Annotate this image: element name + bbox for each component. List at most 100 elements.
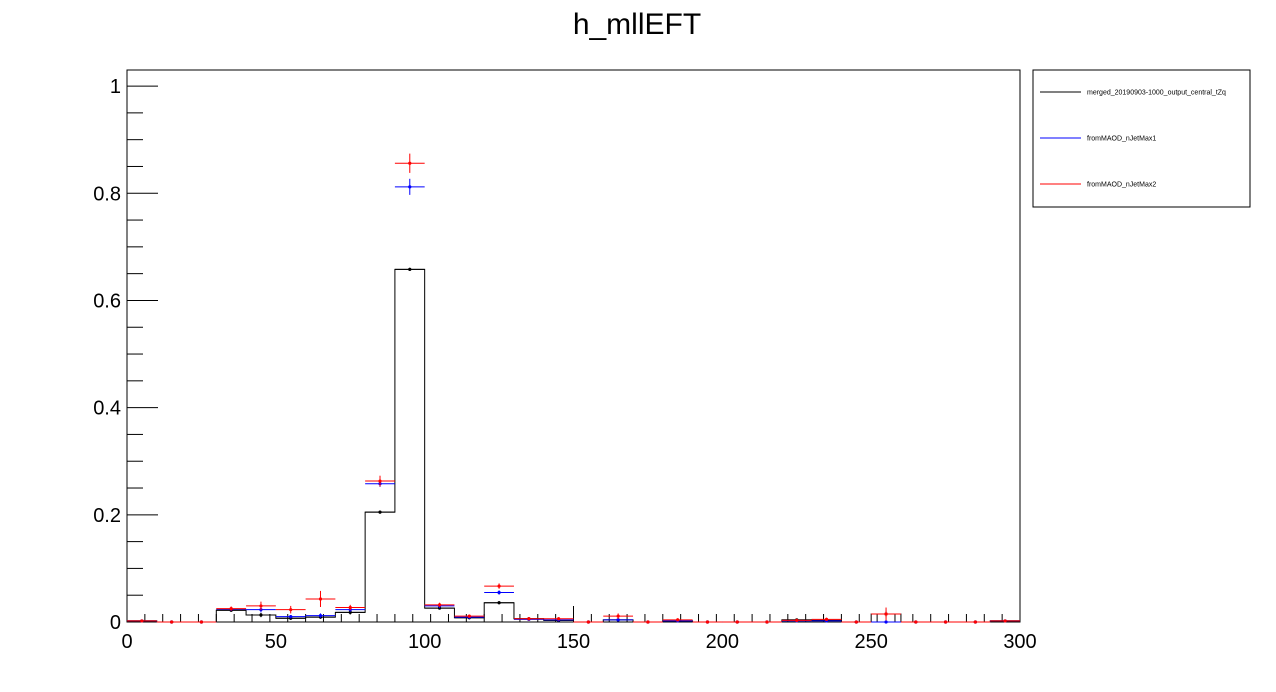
point-marker <box>795 618 799 622</box>
point-marker <box>467 614 471 618</box>
data-point <box>275 615 306 619</box>
x-tick-label: 250 <box>854 631 887 653</box>
point-marker <box>289 615 293 619</box>
point-marker <box>348 605 352 610</box>
point-marker <box>348 610 352 614</box>
series-3 <box>127 153 1020 624</box>
y-tick-label: 0.4 <box>93 398 121 420</box>
data-point <box>573 620 604 624</box>
point-marker <box>289 608 293 612</box>
point-marker <box>378 479 382 483</box>
data-point <box>335 604 366 611</box>
chart-title: h_mllEFT <box>573 8 701 41</box>
point-marker <box>557 617 561 621</box>
data-point <box>781 618 812 622</box>
data-point <box>365 475 395 487</box>
x-tick-label: 200 <box>706 631 739 653</box>
point-marker <box>646 620 650 624</box>
data-point <box>246 612 276 618</box>
point-marker <box>973 620 977 624</box>
legend-label: merged_20190903-1000_output_central_tZq <box>1087 90 1226 97</box>
point-marker <box>408 267 412 271</box>
y-tick-label: 1 <box>110 76 121 98</box>
data-point <box>900 620 931 624</box>
point-marker <box>765 620 769 624</box>
point-marker <box>914 620 918 624</box>
y-tick-label: 0.8 <box>93 183 121 205</box>
data-point <box>216 606 247 611</box>
point-marker <box>199 620 204 624</box>
data-point <box>394 178 425 195</box>
point-marker <box>824 617 829 621</box>
data-point <box>871 620 901 624</box>
point-marker <box>854 620 858 624</box>
point-marker <box>497 584 501 588</box>
legend: merged_20190903-1000_output_central_tZqf… <box>1032 69 1251 208</box>
point-marker <box>616 618 620 622</box>
data-point <box>394 267 425 271</box>
point-marker <box>735 620 739 624</box>
point-marker <box>586 620 590 624</box>
point-marker <box>497 601 501 605</box>
x-tick-label: 0 <box>121 631 132 653</box>
point-marker <box>497 590 501 595</box>
y-tick-label: 0 <box>110 612 121 634</box>
data-point <box>305 613 336 618</box>
data-point <box>246 601 276 611</box>
data-point <box>841 620 872 624</box>
point-marker <box>408 185 412 189</box>
data-point <box>127 619 157 623</box>
point-marker <box>140 619 144 623</box>
series-layer <box>126 153 1021 624</box>
data-point <box>603 618 634 622</box>
point-marker <box>170 620 174 624</box>
data-point <box>305 590 336 607</box>
data-point <box>811 617 842 621</box>
point-marker <box>318 613 323 618</box>
data-point <box>513 617 544 621</box>
point-marker <box>616 614 620 618</box>
y-tick-label: 0.2 <box>93 505 121 527</box>
data-point <box>543 617 574 621</box>
data-point <box>930 620 961 624</box>
plot-frame <box>126 69 1021 623</box>
x-tick-label: 300 <box>1003 631 1036 653</box>
histogram-outline <box>126 268 1021 623</box>
data-point <box>871 607 901 621</box>
data-point <box>186 620 217 624</box>
data-point <box>633 620 663 624</box>
data-point <box>275 605 306 614</box>
point-marker <box>318 597 323 601</box>
point-marker <box>408 161 412 165</box>
data-point <box>484 601 514 605</box>
data-point <box>603 613 634 619</box>
data-point <box>960 620 991 624</box>
data-point <box>990 619 1020 623</box>
series-2 <box>127 178 1020 624</box>
point-marker <box>884 620 888 624</box>
point-marker <box>437 603 442 607</box>
data-point <box>484 590 514 595</box>
data-point <box>156 620 187 624</box>
data-point <box>752 620 782 624</box>
x-tick-label: 50 <box>265 631 287 653</box>
data-point <box>424 602 455 607</box>
x-axis: 0 50 100 150 200 250 300 <box>121 606 1037 653</box>
point-marker <box>1003 619 1007 623</box>
point-marker <box>943 620 948 624</box>
data-point <box>394 153 425 173</box>
data-point <box>662 618 693 622</box>
x-tick-label: 150 <box>557 631 590 653</box>
point-marker <box>705 620 710 624</box>
point-marker <box>527 617 531 621</box>
point-marker <box>676 618 680 622</box>
data-point <box>484 583 514 589</box>
point-marker <box>884 612 888 616</box>
point-marker <box>259 604 263 608</box>
data-point <box>454 614 485 618</box>
y-tick-label: 0.6 <box>93 290 121 312</box>
y-axis: 0 0.2 0.4 0.6 0.8 1 <box>93 76 158 634</box>
series-1 <box>126 267 1021 624</box>
point-marker <box>259 613 263 617</box>
data-point <box>365 510 395 514</box>
